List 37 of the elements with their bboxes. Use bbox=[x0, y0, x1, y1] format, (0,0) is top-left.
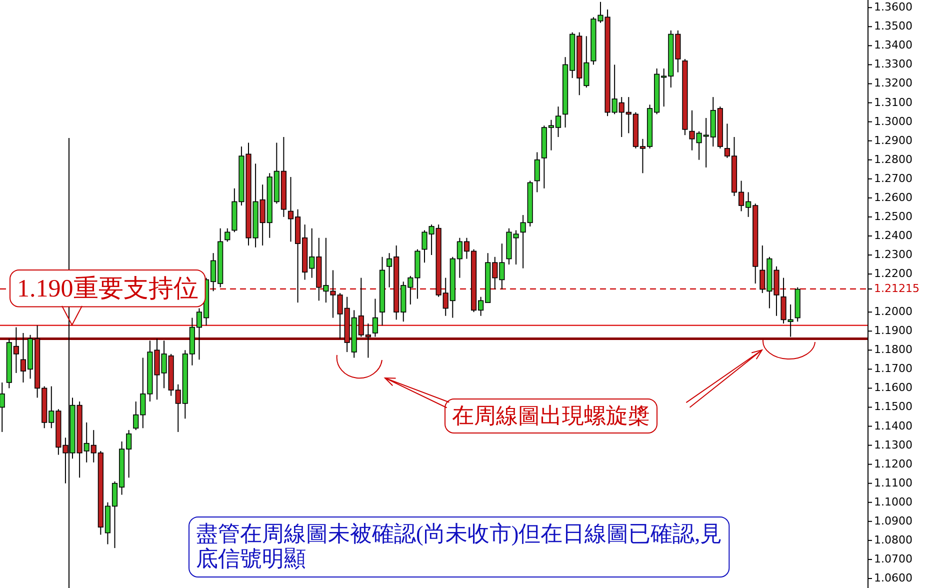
y-tick-label: 1.1200 bbox=[874, 457, 912, 470]
y-tick-label: 1.3500 bbox=[874, 20, 912, 33]
annotation: 在周線圖出現螺旋槳 bbox=[444, 398, 658, 434]
annotation: 1.190重要支持位 bbox=[17, 276, 198, 302]
y-tick-label: 1.2800 bbox=[874, 152, 912, 166]
y-tick-label: 1.1000 bbox=[874, 495, 912, 508]
y-tick-label: 1.0800 bbox=[874, 533, 912, 546]
annotation: 在周線圖出現螺旋槳 bbox=[452, 402, 650, 428]
y-tick-label: 1.3600 bbox=[874, 0, 912, 14]
y-tick-label: 1.1400 bbox=[874, 419, 912, 432]
y-tick-label: 1.3000 bbox=[874, 114, 912, 128]
y-tick-label: 1.1100 bbox=[874, 476, 912, 490]
y-tick-label: 1.1500 bbox=[874, 400, 912, 414]
y-tick-label: 1.0700 bbox=[874, 552, 912, 566]
y-tick-label: 1.1700 bbox=[874, 362, 912, 376]
y-tick-label: 1.3100 bbox=[874, 96, 912, 109]
y-tick-label: 1.2900 bbox=[874, 134, 912, 147]
annotation: 盡管在周線圖未被確認(尚未收市)但在日線圖已確認,見底信號明顯 bbox=[188, 516, 730, 578]
y-tick-label: 1.2400 bbox=[874, 228, 912, 242]
y-tick-label: 1.1300 bbox=[874, 438, 912, 452]
y-tick-label: 1.2000 bbox=[874, 305, 912, 318]
y-tick-label: 1.1900 bbox=[874, 324, 912, 338]
y-tick-label: 1.2700 bbox=[874, 172, 912, 185]
y-tick-label: 1.0900 bbox=[874, 514, 912, 528]
y-tick-label: 1.1600 bbox=[874, 381, 912, 394]
ref-line-label: 1.21215 bbox=[874, 282, 920, 295]
y-tick-label: 1.3400 bbox=[874, 38, 912, 52]
y-tick-label: 1.3200 bbox=[874, 76, 912, 90]
annotation: 1.190重要支持位 bbox=[10, 270, 206, 308]
y-tick-label: 1.0600 bbox=[874, 571, 912, 584]
y-tick-label: 1.2200 bbox=[874, 267, 912, 280]
y-tick-label: 1.1800 bbox=[874, 343, 912, 356]
y-tick-label: 1.3300 bbox=[874, 58, 912, 71]
y-tick-label: 1.2500 bbox=[874, 210, 912, 223]
y-tick-label: 1.2300 bbox=[874, 248, 912, 262]
annotation: 盡管在周線圖未被確認(尚未收市)但在日線圖已確認,見底信號明顯 bbox=[196, 520, 722, 572]
y-tick-label: 1.2600 bbox=[874, 190, 912, 204]
